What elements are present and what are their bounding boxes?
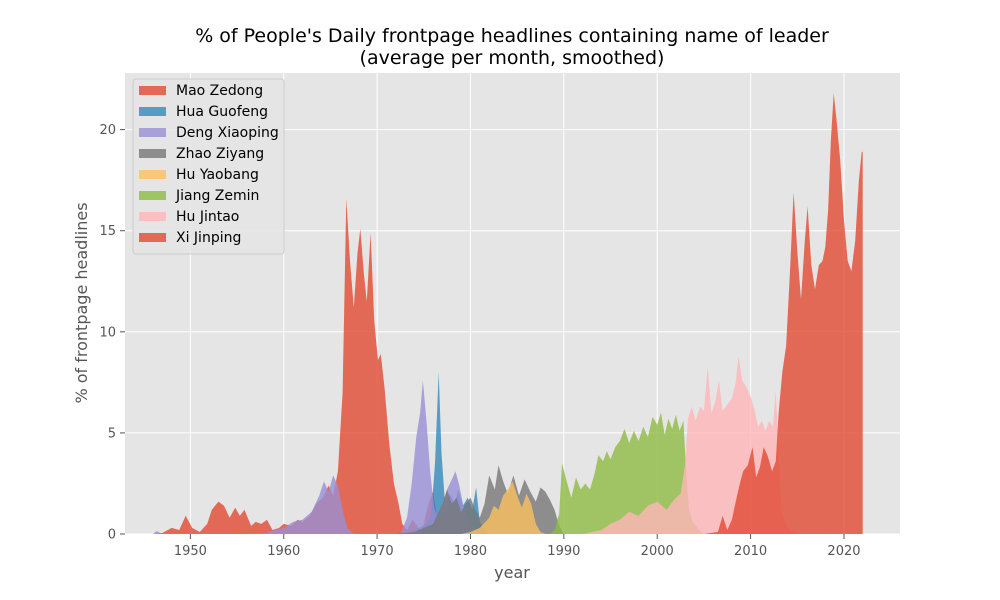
series-areas: [153, 93, 863, 534]
legend-swatch-hu-yaobang: [139, 170, 166, 179]
x-axis-label: year: [494, 563, 530, 582]
series-area-mao-zedong: [153, 198, 462, 534]
x-tick-label: 1990: [547, 544, 580, 559]
legend-label-zhao-ziyang: Zhao Ziyang: [176, 146, 264, 162]
series-area-xi-jinping: [703, 93, 863, 534]
legend-label-hu-yaobang: Hu Yaobang: [176, 167, 259, 183]
legend-label-hu-jintao: Hu Jintao: [176, 209, 239, 225]
y-tick-label: 0: [108, 528, 116, 543]
legend-swatch-hua-guofeng: [139, 107, 166, 116]
x-tick-label: 2020: [827, 544, 860, 559]
y-tick-label: 5: [108, 426, 116, 441]
series-area-hua-guofeng: [395, 372, 490, 534]
legend-swatch-jiang-zemin: [139, 191, 166, 200]
y-tick-label: 15: [99, 224, 116, 239]
x-tick-label: 1960: [267, 544, 300, 559]
legend-box: [132, 78, 285, 255]
chart-title: % of People's Daily frontpage headlines …: [195, 25, 829, 47]
legend-swatch-mao-zedong: [139, 86, 166, 95]
y-tick-label: 20: [99, 123, 116, 138]
y-tick-label: 10: [99, 325, 116, 340]
legend-swatch-xi-jinping: [139, 233, 166, 242]
legend-swatch-hu-jintao: [139, 212, 166, 221]
legend-label-hua-guofeng: Hua Guofeng: [176, 104, 268, 120]
axes: 1950 1960 1970 1980 1990 2000 2010 2020 0 5 10 15 20: [99, 123, 860, 559]
legend: Mao Zedong Hua Guofeng Deng Xiaoping Zhao Z…: [132, 78, 285, 255]
y-axis-label: % of frontpage headlines: [72, 202, 91, 403]
legend-swatch-deng-xiaoping: [139, 128, 166, 137]
series-area-jiang-zemin: [549, 412, 704, 534]
legend-label-xi-jinping: Xi Jinping: [176, 230, 241, 246]
x-tick-label: 2000: [641, 544, 674, 559]
x-tick-label: 2010: [734, 544, 767, 559]
legend-label-jiang-zemin: Jiang Zemin: [175, 188, 259, 204]
series-area-hu-yaobang: [461, 481, 546, 534]
x-tick-label: 1950: [174, 544, 207, 559]
legend-swatch-zhao-ziyang: [139, 149, 166, 158]
x-tick-label: 1980: [454, 544, 487, 559]
chart-subtitle: (average per month, smoothed): [360, 47, 665, 69]
x-tick-label: 1970: [361, 544, 394, 559]
legend-label-deng-xiaoping: Deng Xiaoping: [176, 125, 279, 141]
legend-label-mao-zedong: Mao Zedong: [176, 83, 263, 99]
